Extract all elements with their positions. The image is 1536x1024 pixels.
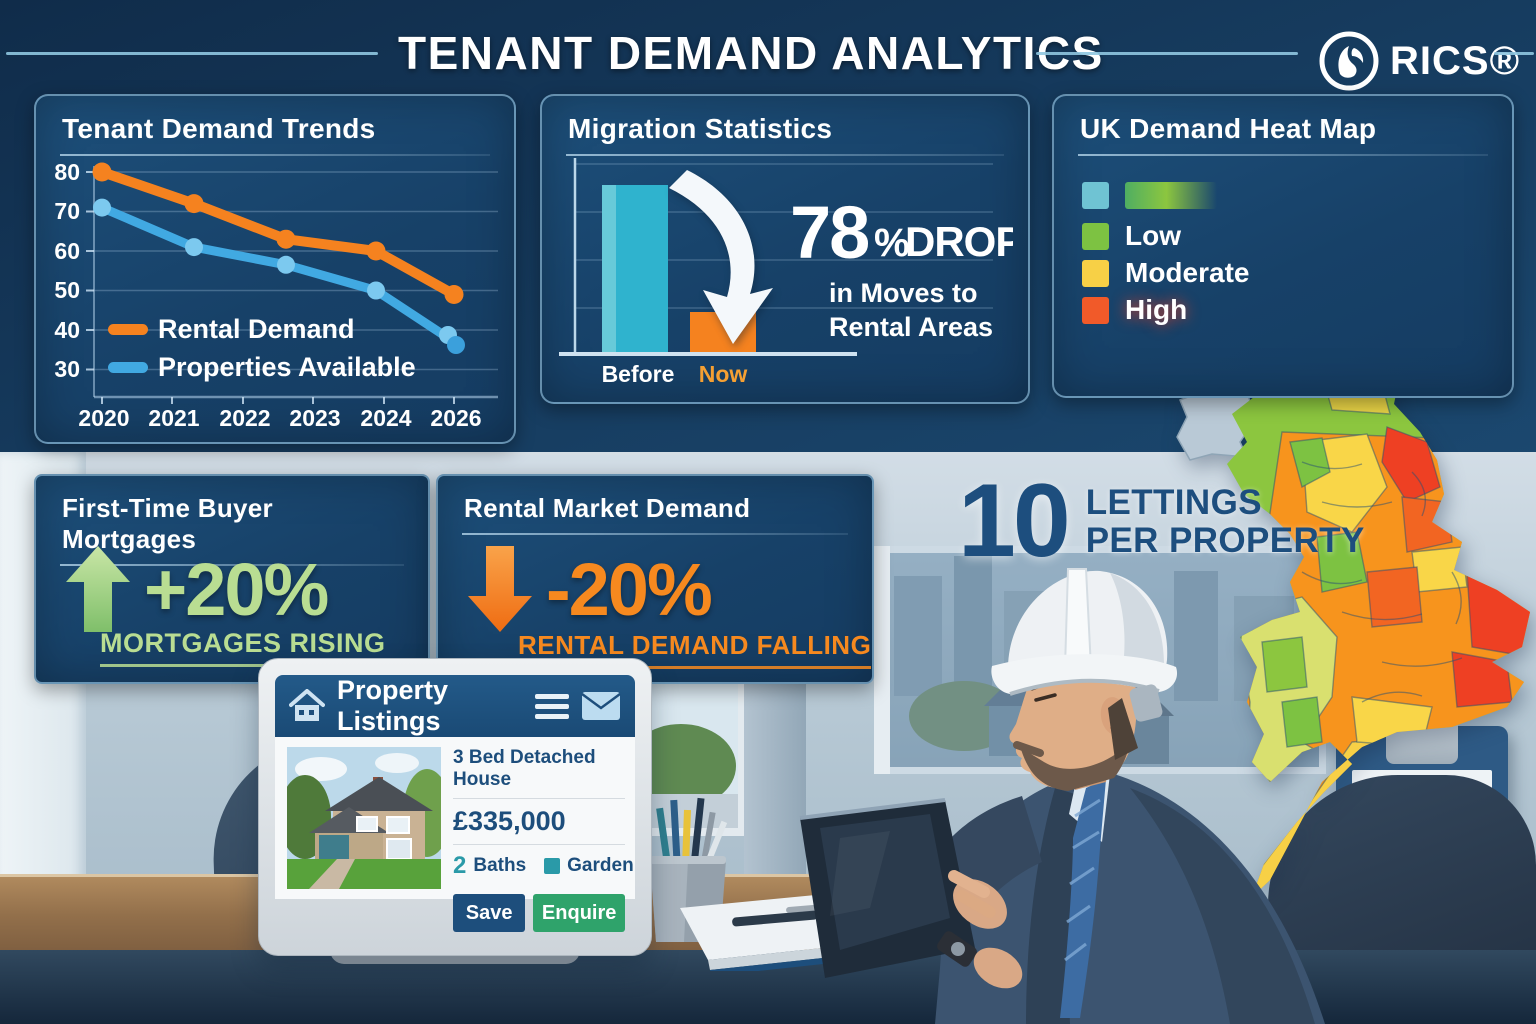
y-tick-30: 30 xyxy=(54,356,80,382)
mortgage-value: +20% xyxy=(144,547,329,631)
legend-label-properties: Properties Available xyxy=(158,352,416,382)
y-tick-80: 80 xyxy=(54,162,80,185)
eye xyxy=(1034,693,1057,702)
x-tick-2022: 2022 xyxy=(219,405,270,431)
listing-price: £335,000 xyxy=(453,806,566,836)
trends-line-chart: 80 70 60 50 40 30 2020 2021 2022 2023 20… xyxy=(54,162,498,431)
legend-swatch-high xyxy=(1082,296,1109,324)
beard xyxy=(1020,742,1130,791)
legend-label-high: High xyxy=(1125,294,1188,325)
listing-garden: Garden xyxy=(544,855,634,877)
card-rental-market-demand: Rental Market Demand -20% RENTAL DEMAND … xyxy=(436,474,874,684)
legend-label-low: Low xyxy=(1125,220,1181,251)
property-listings-device: Property Listings xyxy=(258,658,652,956)
panel-migration-statistics: Migration Statistics Before Now 78 % DRO… xyxy=(540,94,1030,404)
legend-swatch-rental xyxy=(108,324,148,335)
bar-label-before: Before xyxy=(602,361,675,387)
trends-title: Tenant Demand Trends xyxy=(62,113,376,144)
scale-gradient-bar xyxy=(1125,182,1217,209)
garden-marker-icon xyxy=(544,858,561,874)
garden-label: Garden xyxy=(567,855,634,876)
arrow-up-icon xyxy=(66,546,130,632)
rental-value: -20% xyxy=(546,547,713,631)
legend-row-moderate: Moderate xyxy=(1082,257,1249,289)
legend-label-rental: Rental Demand xyxy=(158,314,355,344)
hat-strap xyxy=(1129,684,1163,722)
lettings-stat: 10 LETTINGS PER PROPERTY xyxy=(958,462,1365,581)
panel-uk-demand-heat-map: UK Demand Heat Map Low Moderate High xyxy=(1052,94,1514,398)
panel-tenant-demand-trends: Tenant Demand Trends 80 70 60 xyxy=(34,94,516,444)
hair xyxy=(1108,698,1138,760)
brand-name: RICS® xyxy=(1390,38,1521,83)
listing-baths: 2 Baths xyxy=(453,852,526,880)
curved-arrow-down-icon xyxy=(669,170,773,344)
legend-swatch-properties xyxy=(108,362,148,373)
x-tick-2023: 2023 xyxy=(289,405,340,431)
y-tick-70: 70 xyxy=(54,198,80,224)
card-first-time-buyer-mortgages: First-Time Buyer Mortgages +20% MORTGAGE… xyxy=(34,474,430,684)
legend-swatch-moderate xyxy=(1082,259,1109,287)
header-rule-left xyxy=(6,52,378,55)
migration-title-rule xyxy=(566,154,1004,156)
mortgage-title: First-Time Buyer Mortgages xyxy=(62,493,273,554)
legend-row-high: High xyxy=(1082,294,1187,326)
listing-app-body: 3 Bed Detached House £335,000 2 Baths Ga… xyxy=(275,737,635,932)
y-tick-50: 50 xyxy=(54,277,80,303)
baths-count: 2 xyxy=(453,852,467,879)
stat-percent: % xyxy=(874,221,910,265)
baths-label: Baths xyxy=(473,855,527,876)
legend-swatch-low xyxy=(1082,222,1109,250)
rental-title: Rental Market Demand xyxy=(464,493,751,523)
listing-app-title: Property Listings xyxy=(337,675,449,736)
x-tick-2021: 2021 xyxy=(148,405,199,431)
heatmap-title-rule xyxy=(1078,154,1488,156)
legend-row-low: Low xyxy=(1082,220,1181,252)
y-tick-40: 40 xyxy=(54,317,80,343)
stat-78: 78 xyxy=(790,191,868,274)
rental-title-rule xyxy=(462,533,848,535)
mortgage-caption: MORTGAGES RISING xyxy=(100,628,386,667)
home-icon xyxy=(289,689,325,721)
hamburger-menu-icon[interactable] xyxy=(535,689,569,724)
enquire-button[interactable]: Enquire xyxy=(533,894,625,932)
rental-caption: RENTAL DEMAND FALLING xyxy=(518,630,872,669)
migration-bar-chart: Before Now 78 % DROP in Moves to Rental … xyxy=(559,158,1013,387)
heatmap-scale-row xyxy=(1082,182,1217,209)
x-tick-2026: 2026 xyxy=(430,405,481,431)
lettings-value: 10 xyxy=(958,463,1071,579)
y-tick-60: 60 xyxy=(54,238,80,264)
arrow-down-icon xyxy=(468,546,532,632)
lettings-line2: PER PROPERTY xyxy=(1085,520,1365,560)
header-rule-mid xyxy=(1036,52,1298,55)
stat-line1: in Moves to xyxy=(829,278,978,308)
rics-lion-emblem-icon xyxy=(1319,31,1379,91)
save-button[interactable]: Save xyxy=(453,894,526,932)
stat-line2: Rental Areas xyxy=(829,312,993,342)
header-rule-right xyxy=(1494,52,1534,55)
mortgage-title-rule xyxy=(60,564,404,566)
x-tick-2020: 2020 xyxy=(78,405,129,431)
cityscape-window xyxy=(874,546,1326,774)
migration-title: Migration Statistics xyxy=(568,113,833,144)
listing-property-name: 3 Bed Detached House xyxy=(453,747,596,790)
page-title: TENANT DEMAND ANALYTICS xyxy=(398,27,1104,79)
listing-photo xyxy=(287,747,441,889)
bar-label-now: Now xyxy=(699,361,748,387)
lettings-line1: LETTINGS xyxy=(1085,483,1262,522)
heatmap-title: UK Demand Heat Map xyxy=(1080,113,1377,144)
pen-cup xyxy=(650,797,728,942)
x-tick-2024: 2024 xyxy=(360,405,411,431)
scale-teal-swatch xyxy=(1082,182,1109,209)
stat-drop: DROP xyxy=(905,218,1013,265)
trends-title-rule xyxy=(60,154,490,156)
legend-label-moderate: Moderate xyxy=(1125,257,1250,288)
mail-icon[interactable] xyxy=(581,691,621,721)
tie xyxy=(1060,779,1106,1018)
surveyor-illustration xyxy=(799,568,1325,1024)
brand-logo: RICS® xyxy=(1318,30,1520,92)
listing-app-header: Property Listings xyxy=(275,675,635,737)
